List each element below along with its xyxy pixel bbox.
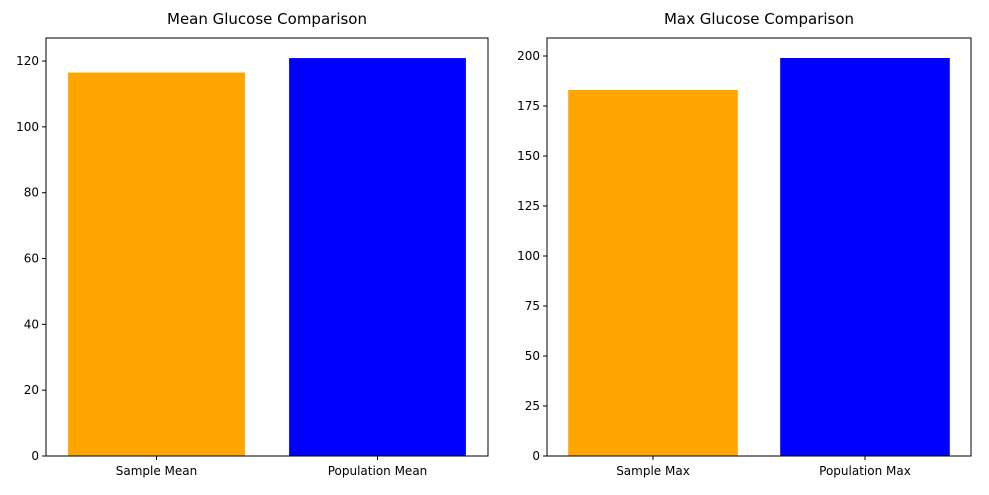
axes-frame	[546, 37, 972, 457]
y-tick-label: 50	[525, 349, 540, 363]
bar	[780, 58, 950, 456]
y-tick-label: 80	[24, 186, 39, 200]
y-tick-label: 150	[517, 149, 540, 163]
y-tick-label: 175	[517, 99, 540, 113]
y-tick-label: 20	[24, 383, 39, 397]
chart-panel-1: 0 20 40 60 80 100 120 Sample Mean Population Mea…	[16, 10, 489, 478]
y-tick-label: 120	[16, 54, 39, 68]
bar	[68, 72, 245, 456]
y-tick-label: 200	[517, 49, 540, 63]
chart-panel-2: 0 25 50 75 100 125 150 175 200 Sample Max Populati…	[517, 10, 972, 478]
y-tick-label: 75	[525, 299, 540, 313]
bar	[289, 58, 466, 457]
y-tick-label: 0	[532, 449, 540, 463]
y-tick-label: 60	[24, 252, 39, 266]
y-tick-label: 100	[16, 120, 39, 134]
y-tick-label: 125	[517, 199, 540, 213]
axes-frame	[45, 37, 489, 457]
x-tick-label: Population Mean	[328, 464, 428, 478]
y-tick-label: 40	[24, 317, 39, 331]
x-tick-label: Population Max	[819, 464, 911, 478]
x-tick-label: Sample Max	[616, 464, 690, 478]
y-tick-label: 0	[31, 449, 39, 463]
bar	[568, 90, 738, 456]
x-tick-label: Sample Mean	[116, 464, 198, 478]
chart-title: Max Glucose Comparison	[664, 10, 854, 28]
chart-title: Mean Glucose Comparison	[167, 10, 367, 28]
y-tick-label: 100	[517, 249, 540, 263]
y-tick-label: 25	[525, 399, 540, 413]
